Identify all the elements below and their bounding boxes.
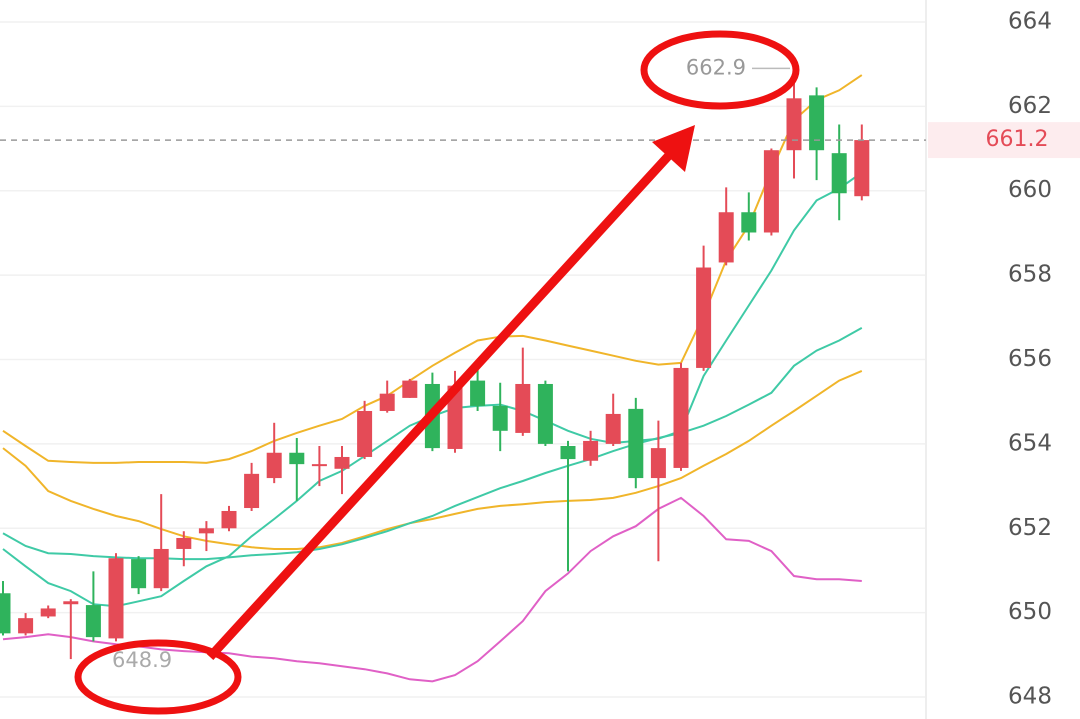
highlight-ellipse [74, 639, 242, 715]
candle-body [650, 448, 666, 479]
candle-body [470, 380, 486, 406]
candle-body [583, 440, 599, 461]
candle-body [605, 413, 621, 444]
y-tick-label: 658 [1008, 262, 1052, 288]
candle-body [379, 393, 395, 411]
candle-body [131, 559, 147, 589]
indicator-line [2, 74, 863, 464]
candle-body [357, 410, 373, 457]
arrow-head [652, 125, 695, 172]
current-price-label: 661.2 [986, 127, 1049, 152]
y-tick-label: 654 [1008, 430, 1052, 456]
candle-body [40, 608, 56, 617]
y-tick-label: 650 [1008, 599, 1052, 625]
candle-body [108, 558, 124, 639]
labels: 648 650 652 654 656 658 660 662 664 661.2 662.9 648… [0, 8, 1080, 710]
candle-body [628, 408, 644, 479]
candle-body [492, 405, 508, 431]
candle-body [0, 593, 11, 634]
candle-body [718, 212, 734, 263]
candle-body [447, 385, 463, 449]
candle-body [289, 452, 305, 465]
candle-body [809, 95, 825, 151]
candle-body [515, 383, 531, 433]
annotation-overlay [74, 30, 800, 715]
candle-body [560, 445, 576, 460]
current-price-badge [928, 122, 1080, 159]
candle-body [176, 537, 192, 549]
arrow-shaft [206, 148, 676, 661]
candles [0, 68, 870, 660]
candle-body [696, 267, 712, 368]
high-marker-label: 662.9 [686, 55, 746, 79]
candle-body [537, 383, 553, 444]
y-tick-label: 660 [1008, 177, 1052, 203]
y-tick-label: 648 [1008, 684, 1052, 710]
candle-body [198, 528, 214, 534]
y-tick-label: 664 [1008, 8, 1052, 34]
candle-body [311, 464, 327, 467]
candle-body [85, 605, 101, 638]
indicator-line [2, 496, 862, 683]
candle-body [786, 98, 802, 151]
candle-body [741, 212, 757, 233]
candle-body [18, 618, 34, 634]
candle-body [153, 548, 169, 589]
candle-body [244, 473, 260, 509]
candle-body [854, 140, 870, 197]
candle-body [334, 456, 350, 469]
low-marker-label: 648.9 [112, 648, 172, 672]
candle-body [221, 510, 237, 529]
y-tick-label: 656 [1008, 346, 1052, 372]
candle-body [63, 601, 79, 605]
highlight-ellipse [640, 30, 800, 110]
indicator-line [2, 369, 863, 550]
candle-body [831, 153, 847, 194]
y-tick-label: 662 [1008, 93, 1052, 119]
candle-body [673, 367, 689, 468]
y-tick-label: 652 [1008, 515, 1052, 541]
candle-body [266, 452, 282, 479]
indicator-line [2, 327, 863, 561]
candle-body [402, 380, 418, 398]
candle-body [763, 150, 779, 233]
